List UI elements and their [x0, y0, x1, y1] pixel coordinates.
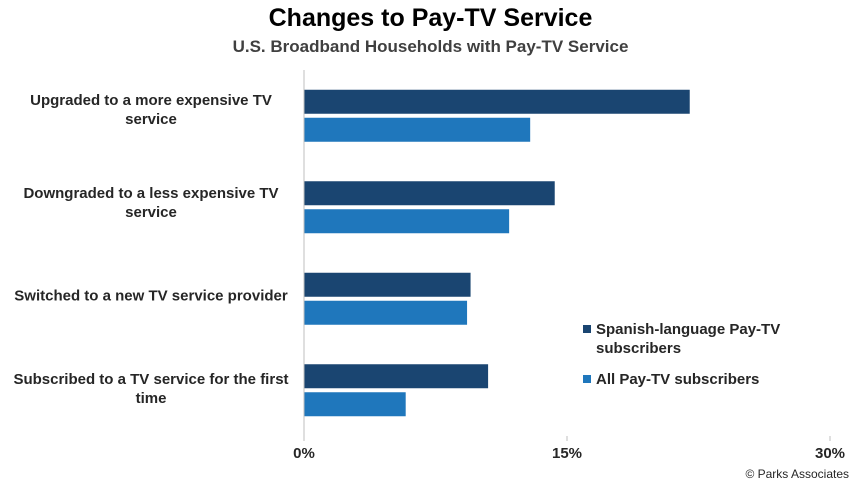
bar	[304, 364, 489, 389]
chart-title: Changes to Pay-TV Service	[268, 4, 593, 32]
legend-swatch	[583, 325, 591, 333]
bar	[304, 392, 406, 417]
bar	[304, 117, 531, 142]
legend-swatch	[583, 375, 591, 383]
source-credit: © Parks Associates	[745, 467, 849, 481]
category-label: Downgraded to a less expensive TV servic…	[23, 185, 279, 221]
bar	[304, 181, 555, 206]
bar	[304, 272, 471, 297]
x-tick-label: 30%	[814, 445, 846, 462]
bar	[304, 209, 510, 234]
bar	[304, 300, 468, 325]
category-label: Switched to a new TV service provider	[14, 287, 288, 305]
bar	[304, 89, 690, 114]
legend-item: Spanish-language Pay-TV subscribers	[583, 320, 833, 358]
legend: Spanish-language Pay-TV subscribers All …	[583, 320, 833, 401]
category-label: Subscribed to a TV service for the first…	[13, 371, 289, 407]
legend-label: All Pay-TV subscribers	[596, 371, 760, 388]
x-tick-label: 0%	[293, 445, 315, 462]
legend-label: Spanish-language Pay-TV subscribers	[596, 321, 781, 357]
category-label: Upgraded to a more expensive TV service	[30, 92, 272, 128]
x-tick-label: 15%	[551, 445, 583, 462]
legend-item: All Pay-TV subscribers	[583, 370, 833, 389]
chart-subtitle: U.S. Broadband Households with Pay-TV Se…	[232, 37, 629, 56]
